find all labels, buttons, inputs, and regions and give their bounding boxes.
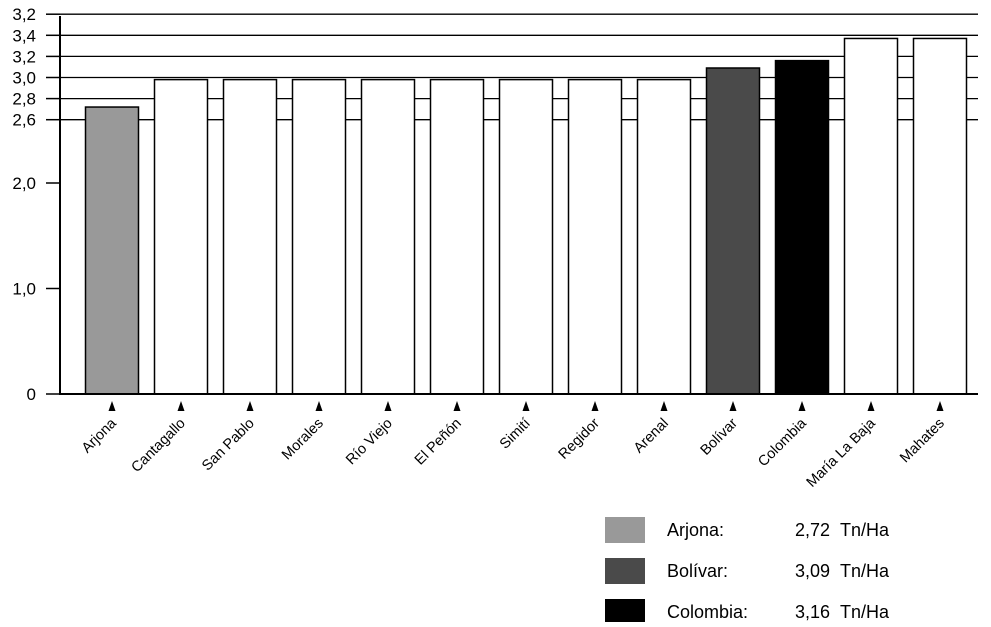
- legend-name: Colombia:: [667, 602, 748, 622]
- x-category-label: Arjona: [79, 415, 121, 457]
- legend-name: Bolívar:: [667, 561, 728, 581]
- category-marker: [660, 401, 668, 411]
- category-marker: [729, 401, 737, 411]
- category-marker: [108, 401, 116, 411]
- bar: [498, 78, 554, 395]
- category-marker: [246, 401, 254, 411]
- y-tick-label: 3,0: [12, 69, 36, 88]
- legend-swatch: [605, 599, 645, 625]
- x-category-label: Morales: [279, 416, 327, 464]
- x-category-label: El Peñón: [412, 416, 465, 469]
- bar: [567, 78, 623, 395]
- x-category-label: María La Baja: [804, 415, 880, 491]
- bar: [360, 78, 416, 395]
- bar: [843, 37, 899, 395]
- category-marker: [453, 401, 461, 411]
- legend-name: Arjona:: [667, 520, 724, 540]
- bar: [912, 37, 968, 395]
- category-marker: [315, 401, 323, 411]
- x-categories: Arjona Cantagallo San Pablo Morales Río Viej…: [79, 401, 948, 491]
- x-category-label: Arenal: [631, 416, 672, 457]
- y-tick-label: 3,2: [12, 5, 36, 24]
- legend-value: 3,16: [795, 602, 830, 622]
- legend-value: 2,72: [795, 520, 830, 540]
- x-category-label: Colombia: [755, 415, 810, 470]
- x-category-label: Bolívar: [698, 415, 741, 458]
- bar: [705, 67, 761, 395]
- bar: [291, 78, 347, 395]
- bar: [153, 78, 209, 395]
- y-tick-label: 2,8: [12, 90, 36, 109]
- y-tick-label: 2,0: [12, 174, 36, 193]
- x-category-label: Mahates: [897, 416, 948, 467]
- legend: Arjona: 2,72 Tn/Ha Bolívar: 3,09 Tn/Ha Colombi…: [605, 517, 890, 625]
- legend-value: 3,09: [795, 561, 830, 581]
- x-category-label: Río Viejo: [343, 416, 396, 469]
- legend-unit: Tn/Ha: [840, 520, 890, 540]
- category-marker: [384, 401, 392, 411]
- y-tick-label: 1,0: [12, 280, 36, 299]
- y-tick-label: 3,2: [12, 47, 36, 66]
- legend-unit: Tn/Ha: [840, 602, 890, 622]
- category-marker: [798, 401, 806, 411]
- category-marker: [867, 401, 875, 411]
- bars: [84, 37, 968, 395]
- y-tick-label: 0: [27, 385, 36, 404]
- axes: [59, 16, 978, 395]
- x-category-label: San Pablo: [199, 416, 258, 475]
- y-tick-label: 2,6: [12, 111, 36, 130]
- legend-swatch: [605, 558, 645, 584]
- bar: [84, 106, 140, 395]
- bar: [774, 59, 830, 395]
- bar: [636, 78, 692, 395]
- bar: [222, 78, 278, 395]
- x-category-label: Simití: [497, 416, 534, 453]
- y-tick-label: 3,4: [12, 26, 36, 45]
- x-category-label: Regidor: [556, 415, 603, 462]
- bar: [429, 78, 485, 395]
- category-marker: [177, 401, 185, 411]
- y-ticks: 0 1,0 2,0 2,6 2,8 3,0 3,2 3,4 3,2: [12, 5, 60, 404]
- x-category-label: Cantagallo: [128, 416, 188, 476]
- legend-swatch: [605, 517, 645, 543]
- category-marker: [936, 401, 944, 411]
- legend-unit: Tn/Ha: [840, 561, 890, 581]
- category-marker: [522, 401, 530, 411]
- category-marker: [591, 401, 599, 411]
